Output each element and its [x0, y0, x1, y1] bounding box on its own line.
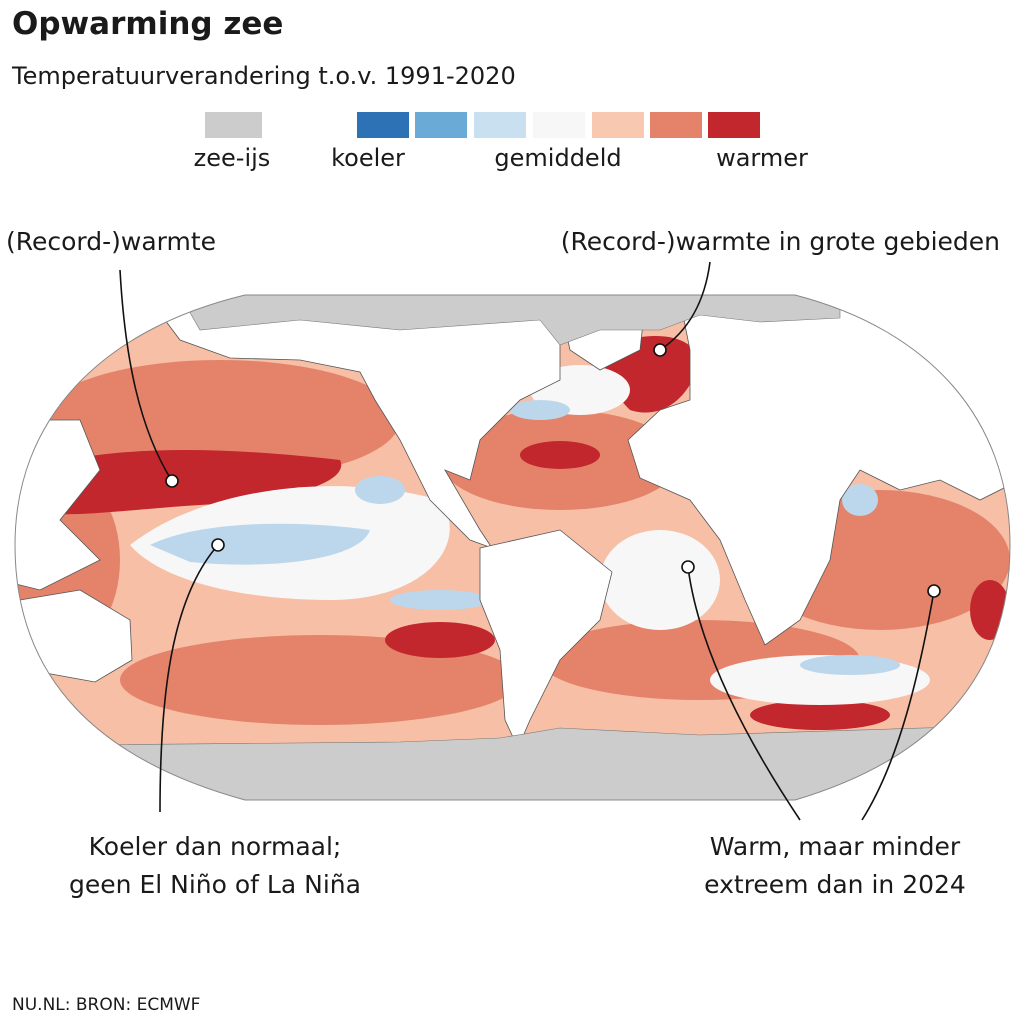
annotation-text: Warm, maar minder: [710, 832, 961, 861]
legend-swatch: [650, 112, 702, 138]
legend-label: gemiddeld: [494, 144, 621, 172]
cool-regions: [150, 400, 900, 675]
leader-lines: [119, 261, 935, 821]
legend-label: warmer: [716, 144, 808, 172]
annotation-text: Koeler dan normaal;: [89, 832, 342, 861]
legend-swatch: [533, 112, 585, 138]
sea-ice: [15, 295, 1010, 800]
legend-swatch: [415, 112, 467, 138]
annotation-text: extreem dan in 2024: [704, 870, 966, 899]
subtitle: Temperatuurverandering t.o.v. 1991-2020: [11, 62, 516, 90]
map-frame: [14, 294, 1011, 801]
annotations: (Record-)warmte (Record-)warmte in grote …: [6, 227, 1000, 899]
legend-swatch: [592, 112, 644, 138]
title: Opwarming zee: [12, 6, 283, 42]
legend-swatch: [708, 112, 760, 138]
annotation-text: geen El Niño of La Niña: [69, 870, 361, 899]
land: [15, 297, 1010, 749]
source: NU.NL: BRON: ECMWF: [12, 995, 200, 1015]
legend-label: koeler: [331, 144, 405, 172]
legend-swatch: [357, 112, 409, 138]
annotation-dots: [165, 343, 941, 598]
legend-swatch: [474, 112, 526, 138]
legend-swatch: [205, 112, 262, 138]
legend-label: zee-ijs: [194, 144, 271, 172]
legend: zee-ijs koeler gemiddeld warmer: [194, 112, 808, 172]
annotation-text: (Record-)warmte in grote gebieden: [561, 227, 1000, 256]
world-map: [15, 295, 1010, 800]
annotation-text: (Record-)warmte: [6, 227, 216, 256]
